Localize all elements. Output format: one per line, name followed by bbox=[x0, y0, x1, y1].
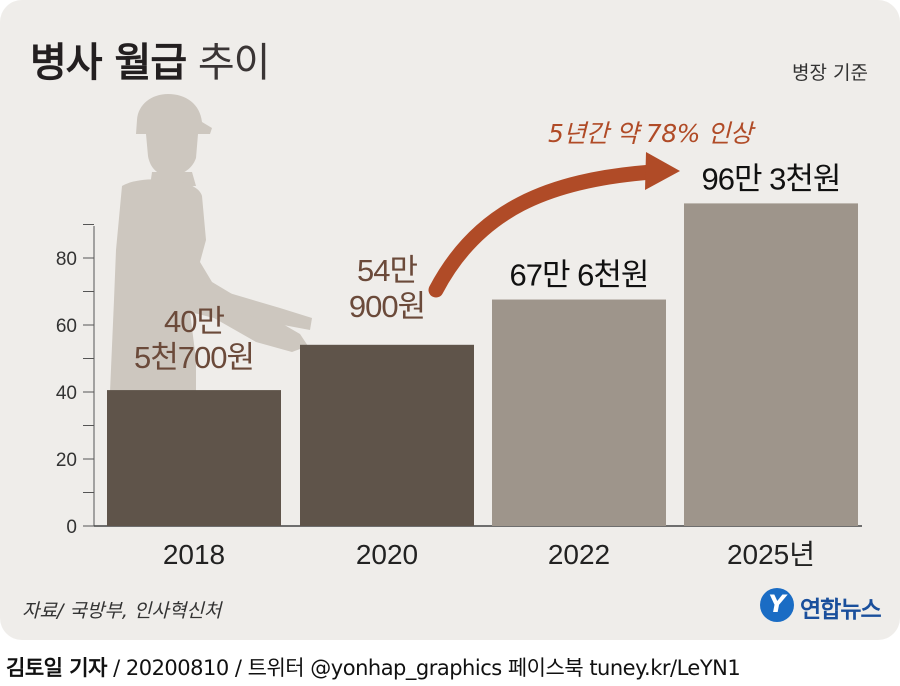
y-tick-label: 60 bbox=[56, 316, 77, 337]
value-label: 67만 6천원 bbox=[510, 258, 649, 293]
bar-2025년 bbox=[684, 203, 858, 526]
y-tick-label: 20 bbox=[56, 450, 77, 471]
bar-2022 bbox=[492, 299, 666, 526]
y-tick-label: 80 bbox=[56, 249, 77, 270]
x-tick-label: 2018 bbox=[163, 539, 225, 570]
value-label: 5천700원 bbox=[134, 340, 254, 375]
author-name: 김토일 기자 bbox=[6, 656, 107, 680]
value-label: 40만 bbox=[164, 304, 224, 339]
x-tick-label: 2022 bbox=[548, 539, 610, 570]
chart-title: 병사 월급 추이 bbox=[30, 30, 271, 88]
y-tick-label: 40 bbox=[56, 383, 77, 404]
soldier-silhouette-icon bbox=[110, 94, 312, 392]
x-tick-label: 2025년 bbox=[727, 539, 815, 570]
bar-2018 bbox=[107, 390, 281, 526]
value-label: 900원 bbox=[349, 289, 425, 324]
x-tick-label: 2020 bbox=[356, 539, 418, 570]
growth-arrow bbox=[428, 152, 680, 298]
footer-credits: 김토일 기자 / 20200810 / 트위터 @yonhap_graphics… bbox=[6, 652, 741, 682]
credits-text: / 20200810 / 트위터 @yonhap_graphics 페이스북 t… bbox=[106, 656, 741, 680]
agency-mark-icon: Y bbox=[760, 588, 794, 622]
title-bold: 병사 월급 bbox=[30, 40, 187, 86]
basis-note: 병장 기준 bbox=[792, 62, 868, 84]
value-label: 54만 bbox=[357, 253, 417, 288]
source-note: 자료/ 국방부, 인사혁신처 bbox=[22, 600, 222, 622]
agency-name: 연합뉴스 bbox=[800, 597, 882, 623]
title-light: 추이 bbox=[197, 40, 271, 86]
growth-annotation: 5년간 약 78% 인상 bbox=[548, 119, 753, 148]
y-tick-label: 0 bbox=[66, 517, 77, 538]
value-label: 96만 3천원 bbox=[702, 161, 841, 196]
bar-2020 bbox=[300, 344, 474, 526]
